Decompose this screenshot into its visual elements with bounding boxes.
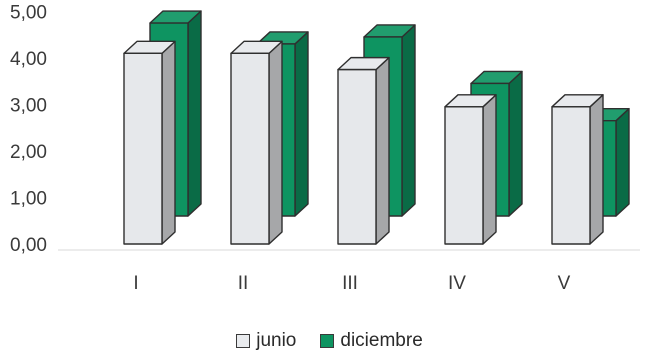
bar-junio-II [230, 40, 283, 245]
y-tick-label: 0,00 [10, 235, 47, 256]
y-tick-label: 2,00 [10, 142, 47, 163]
x-tick-label: III [342, 273, 358, 294]
x-tick-label: IV [448, 273, 466, 294]
x-tick-label: I [133, 273, 138, 294]
legend-swatch-junio [236, 334, 251, 348]
legend-item-diciembre: diciembre [320, 330, 423, 352]
legend: junio diciembre [0, 330, 659, 352]
y-tick-label: 1,00 [10, 189, 47, 210]
y-tick-label: 5,00 [10, 3, 47, 24]
bar-junio-IV [444, 94, 497, 245]
legend-label-diciembre: diciembre [340, 330, 423, 351]
x-tick-label: II [238, 273, 249, 294]
legend-label-junio: junio [256, 330, 297, 351]
y-tick-label: 4,00 [10, 49, 47, 70]
bar-junio-I [123, 40, 176, 245]
bar-junio-V [551, 94, 604, 245]
legend-item-junio: junio [236, 330, 296, 352]
y-tick-label: 3,00 [10, 96, 47, 117]
legend-swatch-diciembre [320, 334, 335, 348]
x-tick-label: V [558, 273, 571, 294]
bar-junio-III [337, 56, 390, 245]
